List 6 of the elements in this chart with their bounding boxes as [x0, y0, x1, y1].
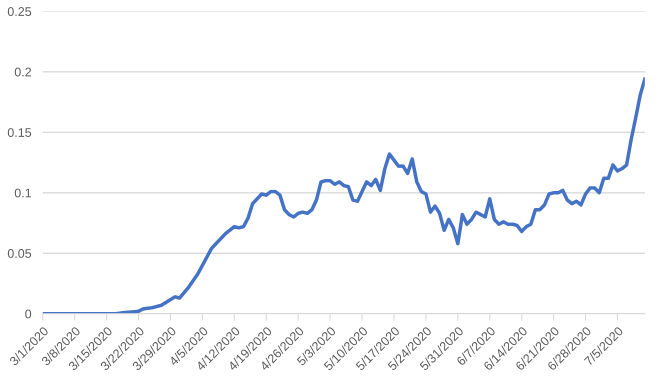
y-tick-label: 0.25: [8, 7, 32, 16]
y-tick-label: 0.2: [14, 68, 32, 76]
y-tick-label: 0.1: [14, 188, 32, 198]
y-tick-label: 0.05: [8, 249, 32, 258]
y-tick-label: 0: [25, 310, 32, 318]
y-tick-label: 0.15: [8, 128, 32, 137]
